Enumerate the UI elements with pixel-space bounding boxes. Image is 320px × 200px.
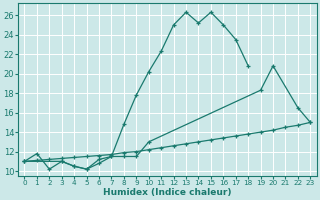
X-axis label: Humidex (Indice chaleur): Humidex (Indice chaleur) [103,188,232,197]
